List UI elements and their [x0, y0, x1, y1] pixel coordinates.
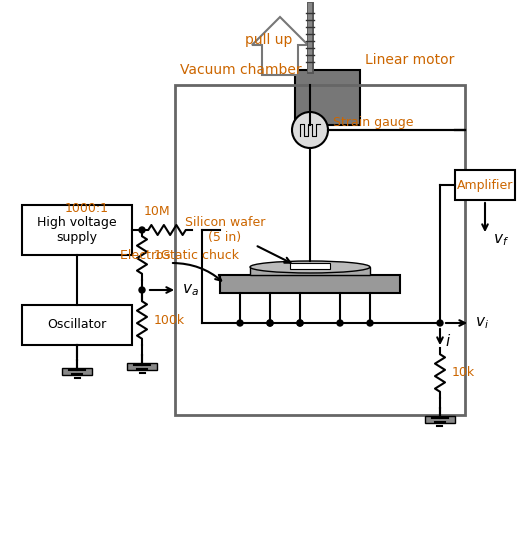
Text: High voltage
supply: High voltage supply [37, 216, 117, 244]
FancyBboxPatch shape [22, 205, 132, 255]
Polygon shape [62, 368, 92, 375]
Ellipse shape [250, 261, 370, 273]
Circle shape [437, 320, 443, 326]
Polygon shape [295, 70, 360, 125]
Text: $i$: $i$ [445, 333, 451, 349]
Text: Silicon wafer
(5 in): Silicon wafer (5 in) [185, 216, 265, 244]
Polygon shape [220, 275, 400, 293]
Text: $v_i$: $v_i$ [475, 315, 489, 331]
Polygon shape [290, 263, 330, 269]
FancyBboxPatch shape [455, 170, 515, 200]
Circle shape [139, 287, 145, 293]
Text: $v_a$: $v_a$ [182, 282, 199, 298]
Polygon shape [127, 363, 157, 370]
Circle shape [337, 320, 343, 326]
Polygon shape [252, 17, 308, 75]
Circle shape [297, 320, 303, 326]
Text: 10k: 10k [452, 366, 475, 379]
Text: 1G: 1G [154, 249, 172, 262]
Text: 1000:1: 1000:1 [65, 202, 109, 215]
Text: Vacuum chamber: Vacuum chamber [180, 63, 302, 77]
Text: Strain gauge: Strain gauge [333, 116, 413, 129]
Circle shape [297, 320, 303, 326]
Circle shape [267, 320, 273, 326]
Polygon shape [250, 267, 370, 275]
Text: Linear motor: Linear motor [365, 53, 454, 67]
Circle shape [139, 227, 145, 233]
Text: Amplifier: Amplifier [457, 179, 513, 191]
Text: 100k: 100k [154, 313, 185, 326]
Text: $v_f$: $v_f$ [493, 232, 509, 248]
Circle shape [367, 320, 373, 326]
Text: Oscillator: Oscillator [47, 318, 106, 331]
Circle shape [267, 320, 273, 326]
Text: pull up: pull up [245, 33, 292, 47]
Circle shape [237, 320, 243, 326]
Polygon shape [425, 416, 455, 423]
Circle shape [292, 112, 328, 148]
FancyBboxPatch shape [22, 305, 132, 345]
Text: Electrostatic chuck: Electrostatic chuck [120, 249, 239, 262]
Text: 10M: 10M [144, 205, 170, 218]
